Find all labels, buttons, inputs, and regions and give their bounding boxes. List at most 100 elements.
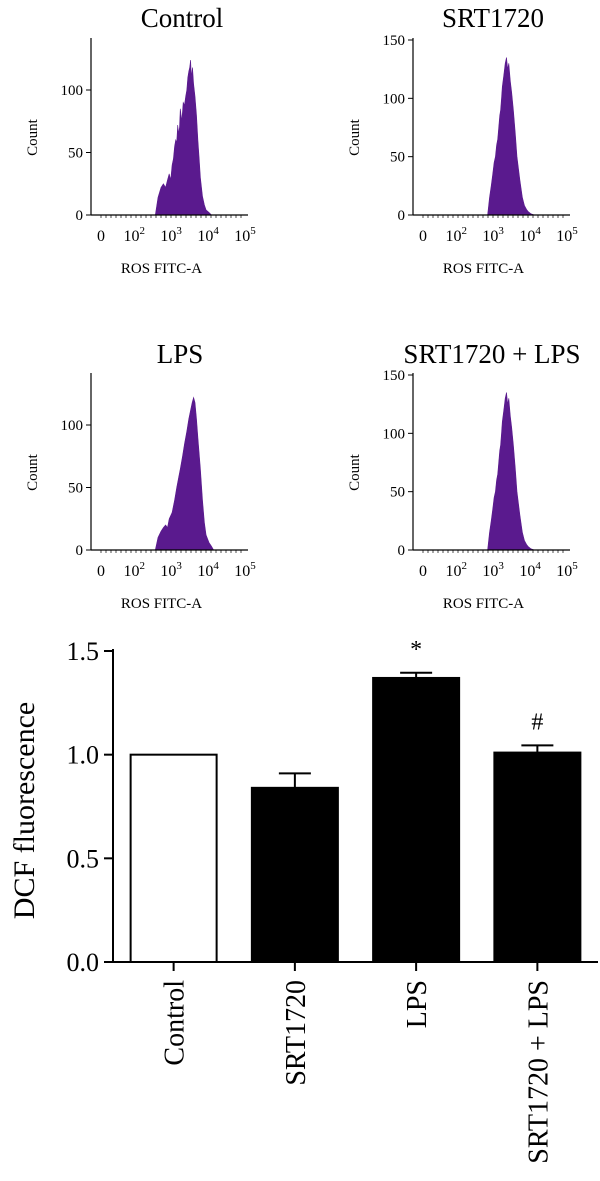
x-tick-label: 102 — [445, 225, 467, 245]
y-tick-label: 50 — [390, 150, 405, 166]
x-tick-label: 103 — [482, 560, 504, 580]
y-tick-label: 100 — [61, 418, 84, 434]
x-tick-exponent: 2 — [461, 225, 467, 237]
y-tick-label: 50 — [390, 485, 405, 501]
x-tick-exponent: 4 — [213, 225, 219, 237]
x-tick-exponent: 3 — [498, 560, 504, 572]
x-tick-label: 105 — [234, 225, 256, 245]
y-tick-label: 0 — [76, 543, 84, 559]
x-tick-base: 10 — [519, 563, 535, 580]
panel-title: SRT1720 + LPS — [403, 339, 580, 369]
y-axis-label: Count — [347, 118, 363, 156]
x-tick-label: 105 — [556, 225, 578, 245]
x-tick-base: 0 — [97, 563, 105, 580]
x-tick-label: 103 — [160, 225, 182, 245]
bar-y-axis-label: DCF fluorescence — [8, 702, 41, 919]
x-tick-base: 10 — [197, 228, 213, 245]
x-tick-exponent: 4 — [535, 560, 541, 572]
x-tick-base: 0 — [419, 228, 427, 245]
x-tick-base: 10 — [445, 228, 461, 245]
y-axis-label: Count — [25, 118, 41, 156]
x-tick-label: 0 — [419, 228, 427, 245]
histogram-area — [487, 57, 535, 216]
bar-category-label: SRT1720 — [281, 980, 312, 1086]
y-axis-label: Count — [25, 453, 41, 491]
x-tick-label: 105 — [234, 560, 256, 580]
x-tick-base: 10 — [556, 228, 572, 245]
y-tick-label: 50 — [68, 481, 83, 497]
x-axis-label: ROS FITC-A — [443, 596, 524, 612]
x-tick-base: 10 — [160, 228, 176, 245]
panel-title: SRT1720 — [442, 3, 544, 33]
x-tick-exponent: 2 — [139, 560, 145, 572]
significance-mark: * — [410, 637, 422, 663]
x-tick-label: 102 — [123, 560, 145, 580]
x-tick-exponent: 4 — [213, 560, 219, 572]
bar-y-tick-label: 1.0 — [67, 741, 100, 770]
histogram-area — [487, 392, 535, 551]
y-tick-label: 150 — [383, 33, 406, 49]
x-tick-label: 0 — [419, 563, 427, 580]
x-tick-base: 10 — [445, 563, 461, 580]
y-tick-label: 0 — [76, 208, 84, 224]
significance-mark: # — [531, 709, 543, 735]
x-axis-label: ROS FITC-A — [121, 261, 202, 277]
x-tick-label: 102 — [445, 560, 467, 580]
x-tick-label: 0 — [97, 228, 105, 245]
x-tick-exponent: 5 — [572, 225, 578, 237]
y-tick-label: 0 — [398, 208, 406, 224]
histogram-area — [154, 59, 213, 216]
x-tick-base: 10 — [482, 563, 498, 580]
panel-title: Control — [141, 3, 224, 33]
x-tick-exponent: 3 — [176, 225, 182, 237]
x-axis-label: ROS FITC-A — [443, 261, 524, 277]
bar-category-label: SRT1720 + LPS — [523, 980, 554, 1164]
x-tick-label: 103 — [482, 225, 504, 245]
bar-category-label: Control — [160, 980, 191, 1066]
x-tick-label: 104 — [197, 560, 219, 580]
x-tick-label: 104 — [197, 225, 219, 245]
histogram-area — [154, 396, 215, 551]
bar — [250, 786, 339, 964]
y-tick-label: 100 — [383, 91, 406, 107]
y-tick-label: 100 — [383, 426, 406, 442]
y-axis-label: Count — [347, 453, 363, 491]
panel-title: LPS — [157, 339, 204, 369]
x-tick-label: 102 — [123, 225, 145, 245]
x-tick-exponent: 2 — [139, 225, 145, 237]
y-tick-label: 50 — [68, 146, 83, 162]
x-tick-exponent: 5 — [572, 560, 578, 572]
x-tick-exponent: 5 — [250, 560, 256, 572]
x-tick-base: 0 — [419, 563, 427, 580]
bar-y-tick-label: 0.0 — [67, 948, 100, 977]
x-tick-base: 10 — [123, 563, 139, 580]
bar — [129, 753, 218, 964]
x-tick-label: 104 — [519, 560, 541, 580]
y-tick-label: 0 — [398, 543, 406, 559]
y-tick-label: 100 — [61, 83, 84, 99]
x-tick-base: 10 — [482, 228, 498, 245]
x-tick-base: 0 — [97, 228, 105, 245]
x-tick-exponent: 2 — [461, 560, 467, 572]
x-tick-label: 0 — [97, 563, 105, 580]
bar-y-tick-label: 1.5 — [67, 637, 100, 666]
x-tick-base: 10 — [234, 563, 250, 580]
x-tick-label: 104 — [519, 225, 541, 245]
bar-y-tick-label: 0.5 — [67, 844, 100, 873]
bar — [493, 751, 582, 963]
x-tick-label: 105 — [556, 560, 578, 580]
x-tick-exponent: 3 — [176, 560, 182, 572]
x-tick-base: 10 — [197, 563, 213, 580]
x-tick-base: 10 — [160, 563, 176, 580]
x-tick-base: 10 — [234, 228, 250, 245]
x-tick-exponent: 4 — [535, 225, 541, 237]
bar — [372, 676, 461, 963]
x-tick-base: 10 — [519, 228, 535, 245]
x-tick-base: 10 — [123, 228, 139, 245]
y-tick-label: 150 — [383, 368, 406, 384]
bar-category-label: LPS — [402, 980, 433, 1028]
x-tick-label: 103 — [160, 560, 182, 580]
x-tick-base: 10 — [556, 563, 572, 580]
x-axis-label: ROS FITC-A — [121, 596, 202, 612]
